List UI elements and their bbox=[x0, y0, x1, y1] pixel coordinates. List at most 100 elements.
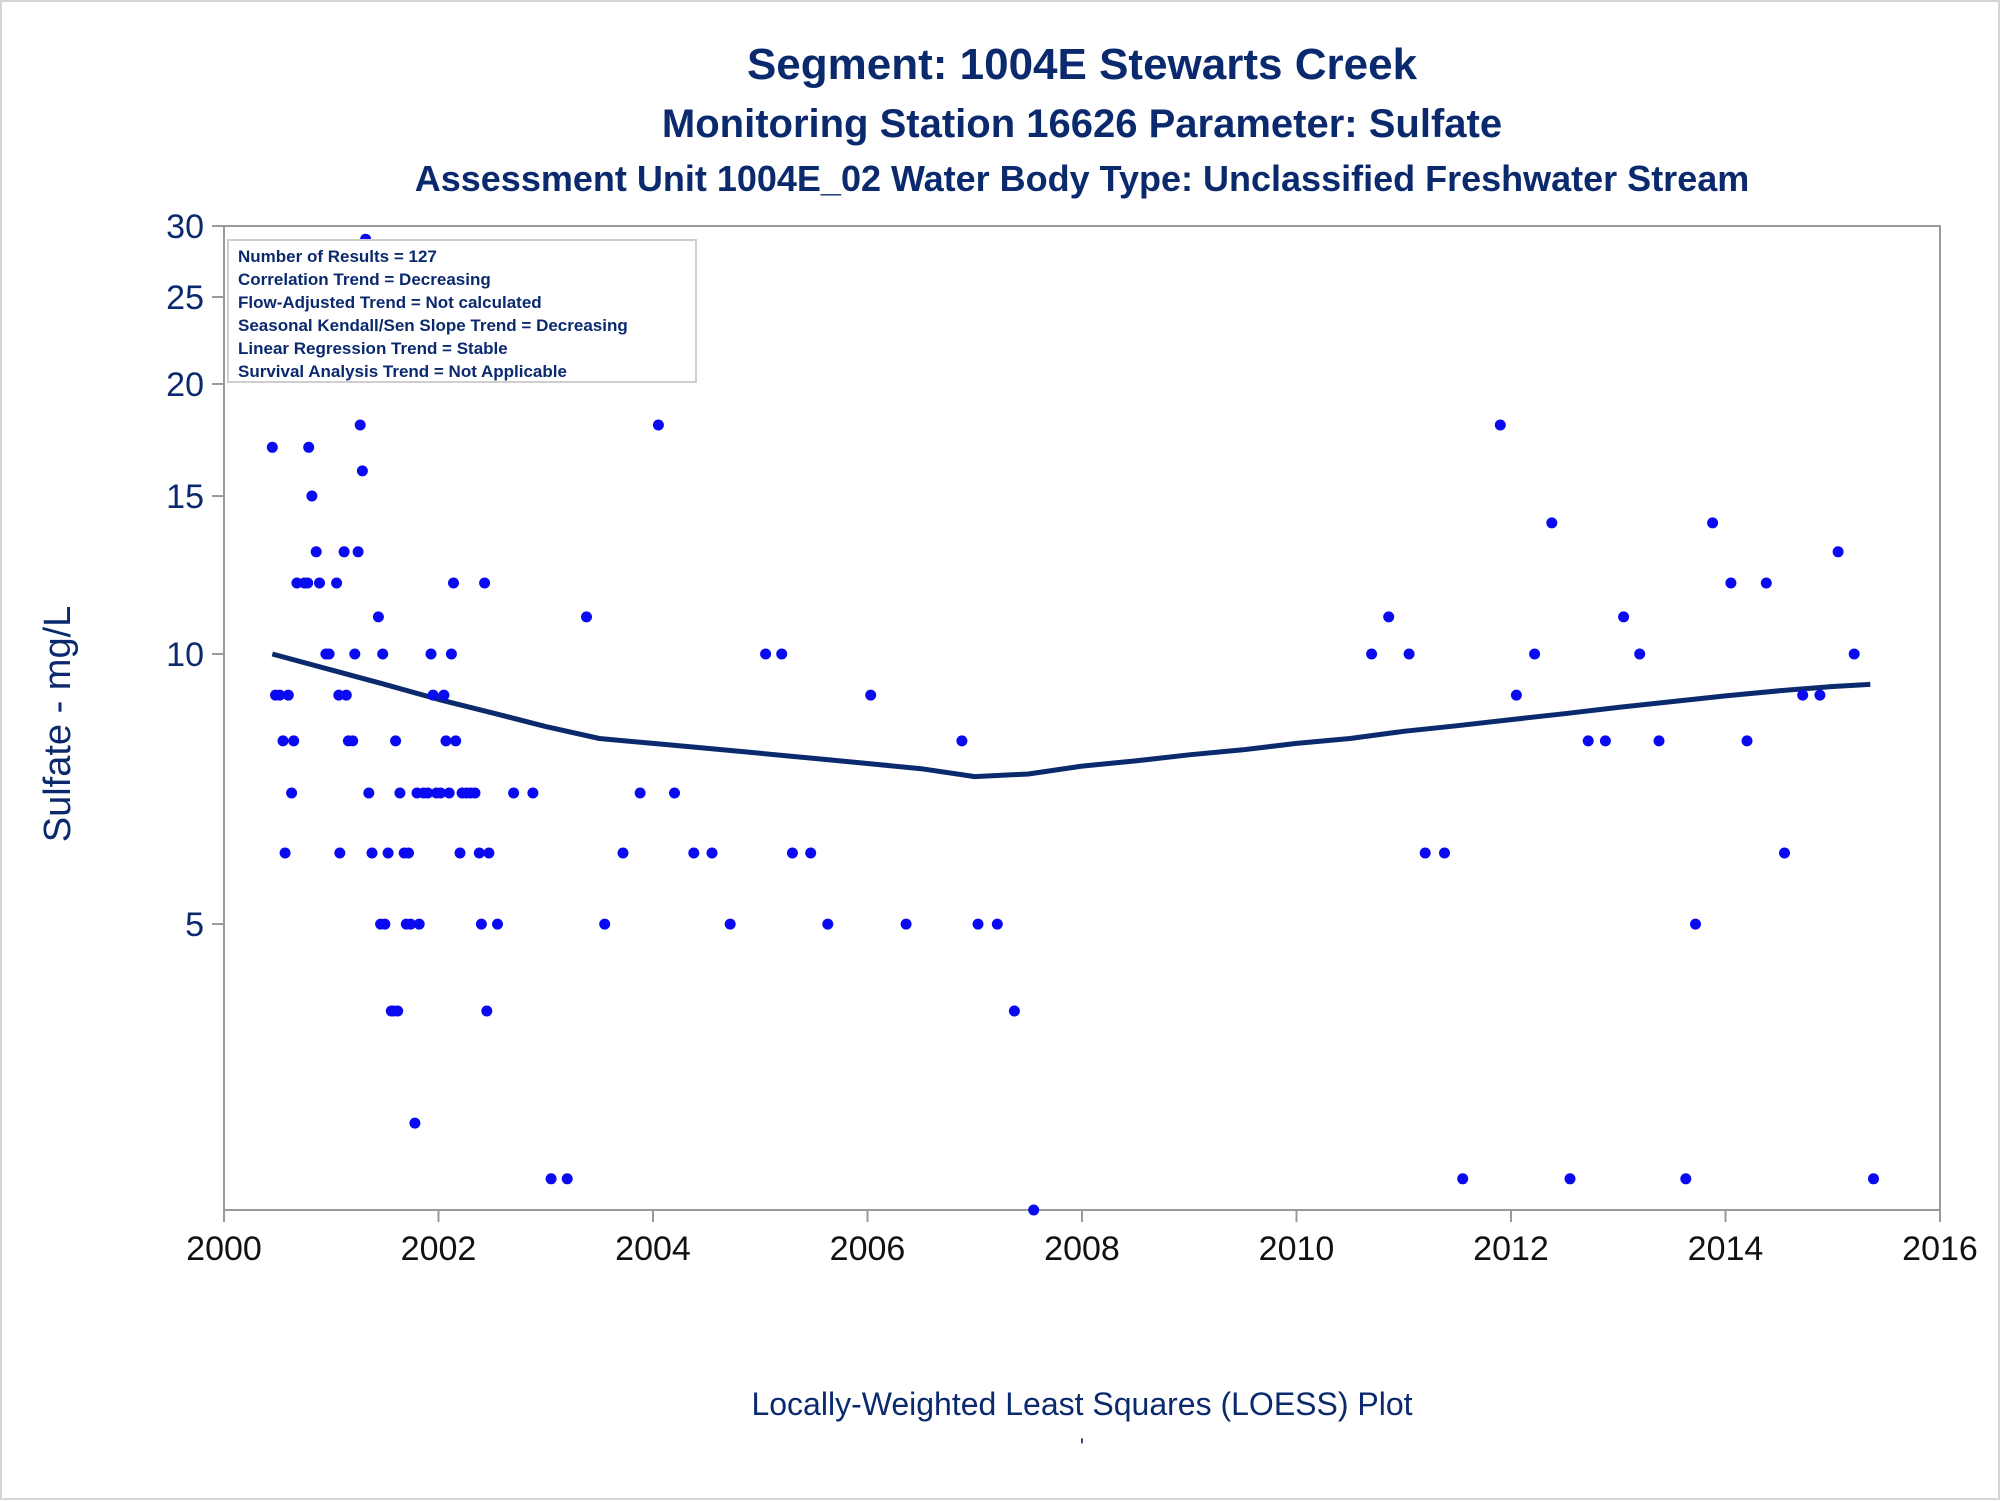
data-point bbox=[617, 847, 629, 859]
data-point bbox=[349, 648, 361, 660]
data-point bbox=[956, 735, 968, 747]
data-point bbox=[372, 611, 384, 623]
data-point bbox=[822, 918, 834, 930]
data-point bbox=[581, 611, 592, 623]
data-point bbox=[338, 546, 350, 558]
data-point bbox=[1366, 648, 1378, 660]
data-point bbox=[279, 847, 291, 859]
x-tick-label: 2006 bbox=[830, 1230, 906, 1268]
data-point bbox=[356, 465, 368, 477]
y-tick-label: 20 bbox=[166, 366, 204, 404]
footnote-mark: ' bbox=[1079, 1434, 1085, 1459]
stats-line: Number of Results = 127 bbox=[238, 247, 437, 266]
data-point bbox=[266, 441, 278, 453]
data-point bbox=[413, 918, 425, 930]
y-axis-label: Sulfate - mg/L bbox=[37, 606, 79, 843]
y-tick-label: 5 bbox=[185, 906, 204, 944]
x-tick-label: 2016 bbox=[1902, 1230, 1978, 1268]
x-tick-label: 2008 bbox=[1044, 1230, 1120, 1268]
data-point bbox=[483, 847, 495, 859]
data-point bbox=[479, 577, 491, 589]
data-point bbox=[366, 847, 378, 859]
data-point bbox=[776, 648, 788, 660]
data-point bbox=[306, 490, 318, 502]
data-point bbox=[1008, 1005, 1020, 1017]
data-point bbox=[1028, 1204, 1040, 1216]
data-point bbox=[445, 648, 457, 660]
data-point bbox=[379, 918, 391, 930]
data-point bbox=[469, 787, 481, 799]
data-point bbox=[669, 787, 680, 799]
data-point bbox=[706, 847, 718, 859]
data-point bbox=[1439, 847, 1450, 859]
stats-line: Correlation Trend = Decreasing bbox=[238, 270, 491, 289]
chart-subtitle-station: Monitoring Station 16626 Parameter: Sulf… bbox=[661, 102, 1503, 146]
data-point bbox=[394, 787, 406, 799]
data-point bbox=[1779, 847, 1790, 859]
data-point bbox=[1634, 648, 1646, 660]
x-tick-label: 2010 bbox=[1259, 1230, 1335, 1268]
data-point bbox=[403, 847, 414, 859]
data-point bbox=[422, 787, 434, 799]
footnote: Locally-Weighted Least Squares (LOESS) P… bbox=[751, 1386, 1413, 1422]
y-tick-label: 30 bbox=[166, 208, 204, 246]
y-tick-label: 15 bbox=[166, 478, 204, 516]
data-point bbox=[1814, 689, 1826, 701]
data-point bbox=[1797, 689, 1809, 701]
chart-subtitle-assessment: Assessment Unit 1004E_02 Water Body Type… bbox=[414, 158, 1750, 199]
data-point bbox=[302, 577, 314, 589]
data-point bbox=[865, 689, 877, 701]
data-point bbox=[508, 787, 520, 799]
data-point bbox=[527, 787, 539, 799]
stats-line: Linear Regression Trend = Stable bbox=[238, 339, 508, 358]
data-point bbox=[448, 577, 459, 589]
chart-title: Segment: 1004E Stewarts Creek bbox=[746, 40, 1418, 89]
data-point bbox=[475, 918, 487, 930]
data-point bbox=[405, 918, 417, 930]
data-point bbox=[443, 787, 455, 799]
data-point bbox=[1546, 517, 1558, 529]
data-point bbox=[991, 918, 1003, 930]
data-point bbox=[1760, 577, 1772, 589]
data-point bbox=[277, 735, 289, 747]
data-point bbox=[340, 689, 352, 701]
data-point bbox=[1653, 735, 1665, 747]
data-point bbox=[409, 1117, 421, 1129]
data-point bbox=[1599, 735, 1611, 747]
x-tick-label: 2014 bbox=[1688, 1230, 1764, 1268]
data-point bbox=[1403, 648, 1415, 660]
data-point bbox=[286, 787, 298, 799]
data-point bbox=[1680, 1173, 1692, 1185]
stats-line: Seasonal Kendall/Sen Slope Trend = Decre… bbox=[238, 316, 628, 335]
data-point bbox=[310, 546, 322, 558]
data-point bbox=[377, 648, 389, 660]
data-point bbox=[561, 1173, 573, 1185]
data-point bbox=[303, 441, 315, 453]
data-point bbox=[652, 419, 664, 431]
data-point bbox=[545, 1173, 557, 1185]
data-point bbox=[425, 648, 437, 660]
data-point bbox=[972, 918, 984, 930]
data-point bbox=[492, 918, 503, 930]
data-point bbox=[1383, 611, 1395, 623]
data-point bbox=[382, 847, 394, 859]
data-point bbox=[438, 689, 450, 701]
data-point bbox=[1741, 735, 1753, 747]
data-point bbox=[724, 918, 736, 930]
stats-line: Flow-Adjusted Trend = Not calculated bbox=[238, 293, 542, 312]
data-point bbox=[390, 735, 402, 747]
x-tick-label: 2000 bbox=[186, 1230, 262, 1268]
loess-trend-line bbox=[271, 651, 1871, 780]
trend-stats-box: Number of Results = 127 Correlation Trend… bbox=[227, 239, 697, 383]
data-point bbox=[450, 735, 462, 747]
axes: 2000 2002 2004 2006 2008 2010 2012 2014 2016 5 10 1… bbox=[166, 208, 1978, 1268]
data-point bbox=[354, 419, 366, 431]
data-point bbox=[392, 1005, 404, 1017]
data-point bbox=[427, 689, 439, 701]
data-point bbox=[481, 1005, 493, 1017]
data-point bbox=[334, 847, 346, 859]
data-point bbox=[352, 546, 364, 558]
data-point bbox=[1582, 735, 1594, 747]
data-point bbox=[435, 787, 447, 799]
